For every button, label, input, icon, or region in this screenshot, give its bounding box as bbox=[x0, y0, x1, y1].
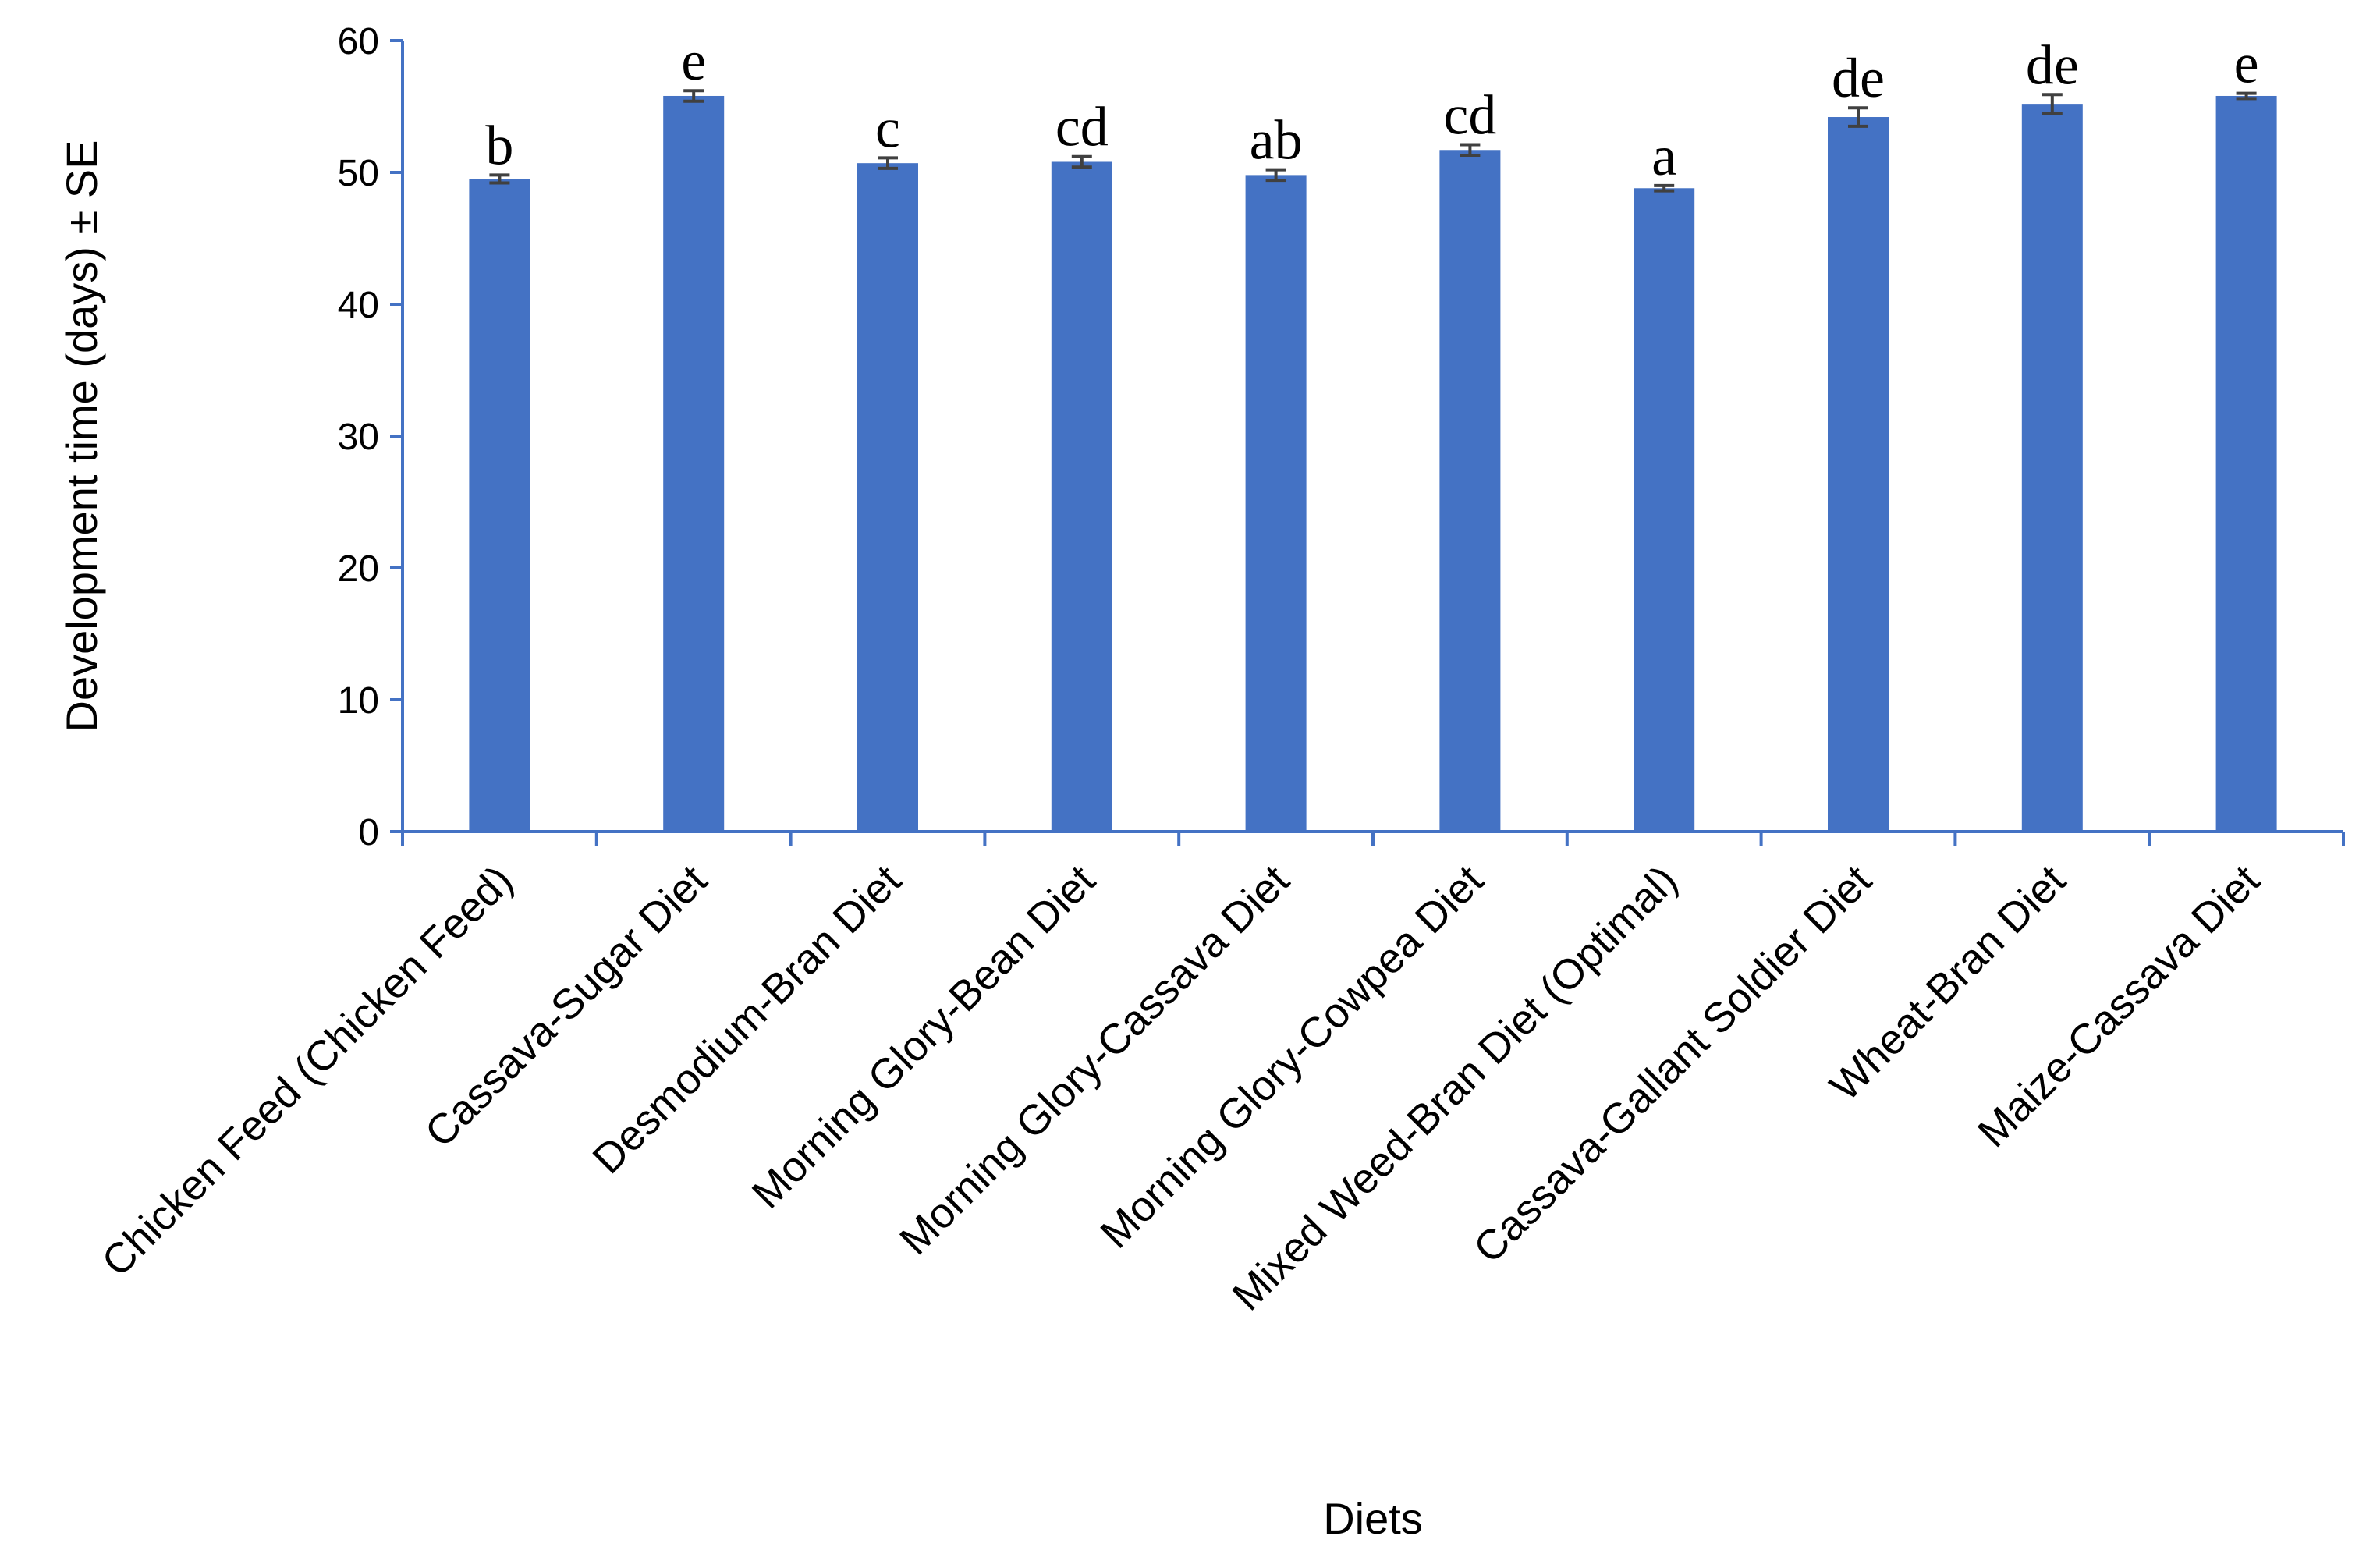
bar bbox=[1439, 150, 1501, 832]
y-tick-label: 10 bbox=[338, 680, 379, 722]
bar bbox=[2021, 104, 2083, 832]
y-tick-label: 20 bbox=[338, 548, 379, 590]
bar bbox=[1245, 175, 1307, 832]
bar bbox=[1828, 117, 1889, 832]
y-axis-title: Development time (days) ± SE bbox=[57, 140, 106, 732]
significance-label: ab bbox=[1250, 109, 1303, 172]
significance-label: b bbox=[485, 114, 513, 176]
y-tick-label: 40 bbox=[338, 285, 379, 326]
error-bars-layer bbox=[489, 89, 2257, 193]
significance-label: e bbox=[681, 30, 706, 92]
x-tick-label: Morning Glory-Cassava Diet bbox=[891, 857, 1298, 1264]
bar bbox=[857, 163, 918, 832]
significance-label: c bbox=[875, 97, 900, 159]
significance-label: de bbox=[2026, 34, 2079, 96]
significance-label: a bbox=[1651, 125, 1676, 187]
x-tick-label: Cassava-Gallant Soldier Diet bbox=[1465, 857, 1881, 1272]
x-tick-label: Morning Glory-Bean Diet bbox=[743, 857, 1105, 1218]
x-tick-label: Morning Glory-Cowpea Diet bbox=[1091, 857, 1492, 1258]
bar bbox=[1051, 161, 1112, 832]
significance-labels-layer: b e c cd ab cd a de de e bbox=[485, 30, 2258, 187]
significance-label: e bbox=[2234, 33, 2259, 95]
bar bbox=[663, 95, 725, 832]
bar bbox=[2215, 95, 2277, 832]
x-tick-label: Chicken Feed (Chicken Feed) bbox=[93, 857, 522, 1286]
bars-layer bbox=[469, 95, 2277, 832]
y-tick-label: 60 bbox=[338, 21, 379, 62]
significance-label: de bbox=[1832, 47, 1885, 109]
significance-label: cd bbox=[1443, 84, 1496, 147]
y-tick-label: 50 bbox=[338, 153, 379, 194]
bar bbox=[1634, 188, 1695, 832]
x-axis-title: Diets bbox=[1323, 1494, 1423, 1543]
significance-label: cd bbox=[1055, 96, 1109, 158]
bar bbox=[469, 179, 530, 832]
x-ticks-layer: Chicken Feed (Chicken Feed)Cassava-Sugar… bbox=[93, 832, 2345, 1319]
y-tick-label: 30 bbox=[338, 417, 379, 458]
y-ticks-layer: 0 10 20 30 40 50 60 bbox=[338, 21, 403, 853]
y-tick-label: 0 bbox=[358, 812, 379, 853]
